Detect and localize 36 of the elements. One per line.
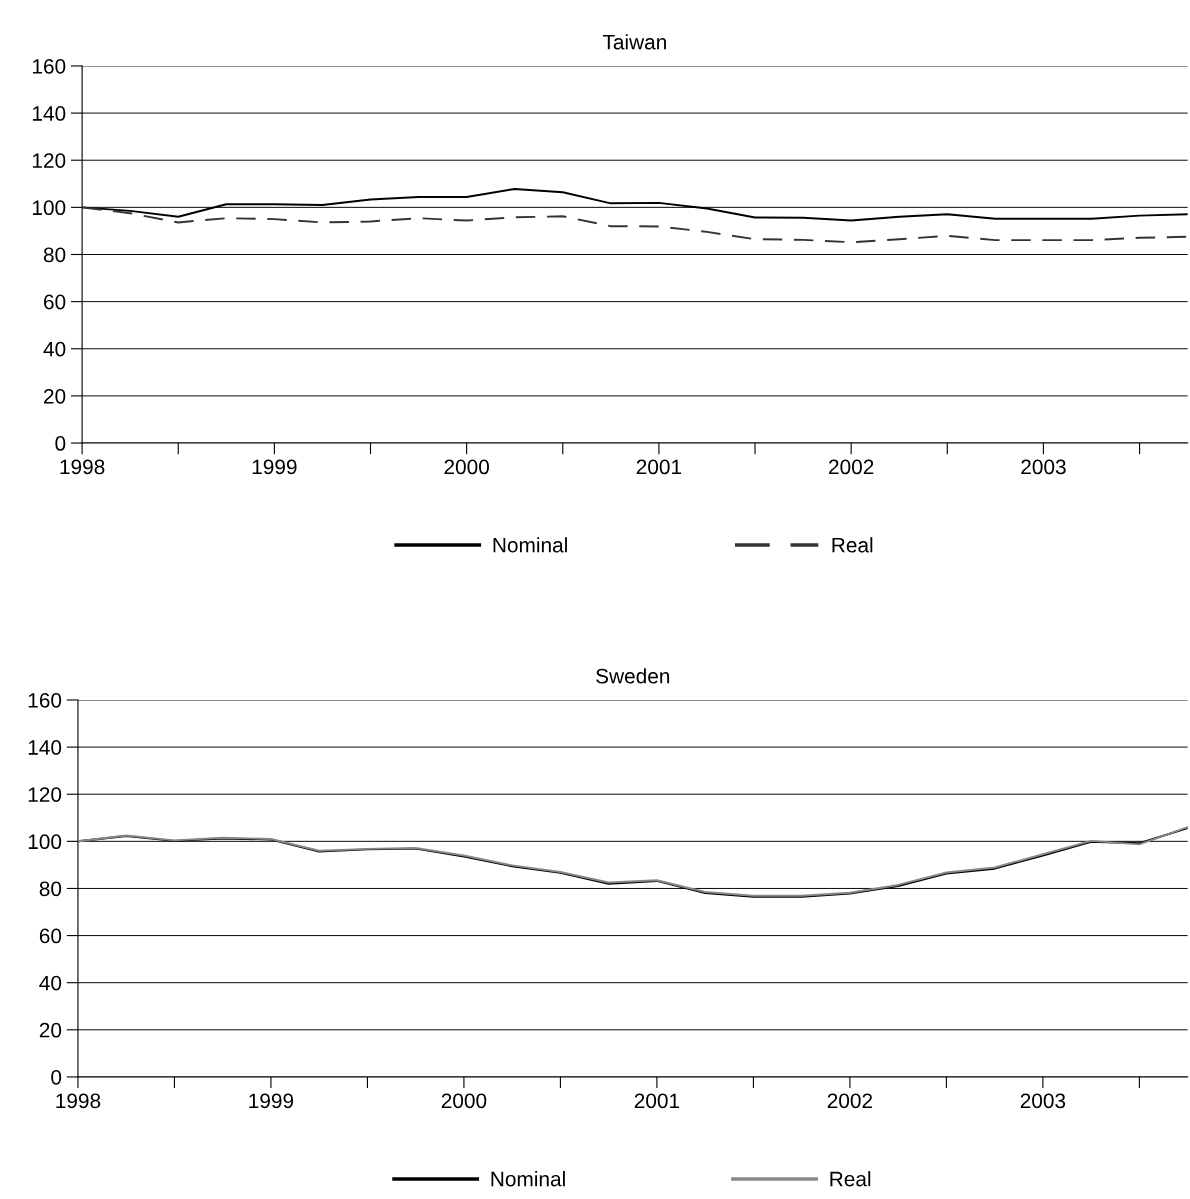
y-tick-label: 140 <box>28 740 62 755</box>
x-tick-label: 2003 <box>1020 1093 1066 1109</box>
x-tick-label: 2001 <box>636 459 682 475</box>
y-tick-label: 20 <box>44 388 66 404</box>
chart-title: Taiwan <box>602 34 666 50</box>
y-tick-label: 80 <box>39 881 62 897</box>
y-tick-label: 80 <box>43 247 66 263</box>
y-tick-label: 120 <box>32 153 66 168</box>
y-tick-label: 160 <box>28 692 62 708</box>
x-tick-label: 2002 <box>829 459 874 475</box>
x-tick-label: 2000 <box>444 459 489 475</box>
legend-label: Nominal <box>493 537 567 553</box>
legend-label: Real <box>832 537 873 553</box>
x-tick-label: 1998 <box>60 459 105 475</box>
x-tick-label: 2000 <box>441 1093 487 1109</box>
y-tick-label: 40 <box>43 341 66 357</box>
y-tick-label: 20 <box>39 1022 62 1038</box>
y-tick-label: 140 <box>32 106 66 121</box>
x-tick-label: 2001 <box>634 1093 680 1109</box>
x-tick-label: 1999 <box>249 1093 294 1109</box>
y-tick-label: 0 <box>55 436 66 451</box>
x-tick-label: 1999 <box>252 459 297 475</box>
legend-label: Nominal <box>491 1171 565 1187</box>
y-tick-label: 100 <box>32 200 66 216</box>
x-tick-label: 2003 <box>1021 459 1066 475</box>
x-tick-label: 2002 <box>827 1093 873 1109</box>
chart-title: Sweden <box>596 668 670 684</box>
y-tick-label: 100 <box>28 834 62 850</box>
legend-label: Real <box>830 1171 871 1187</box>
y-tick-label: 0 <box>51 1069 62 1085</box>
y-tick-label: 60 <box>39 928 62 944</box>
y-tick-label: 160 <box>32 58 66 74</box>
x-tick-label: 1998 <box>56 1093 101 1109</box>
y-tick-label: 60 <box>44 294 66 310</box>
y-tick-label: 40 <box>39 975 62 991</box>
y-tick-label: 120 <box>28 787 62 802</box>
